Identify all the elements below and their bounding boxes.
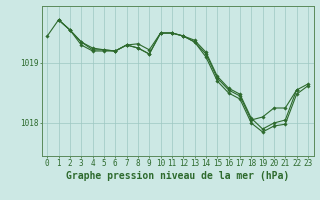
X-axis label: Graphe pression niveau de la mer (hPa): Graphe pression niveau de la mer (hPa) — [66, 171, 289, 181]
